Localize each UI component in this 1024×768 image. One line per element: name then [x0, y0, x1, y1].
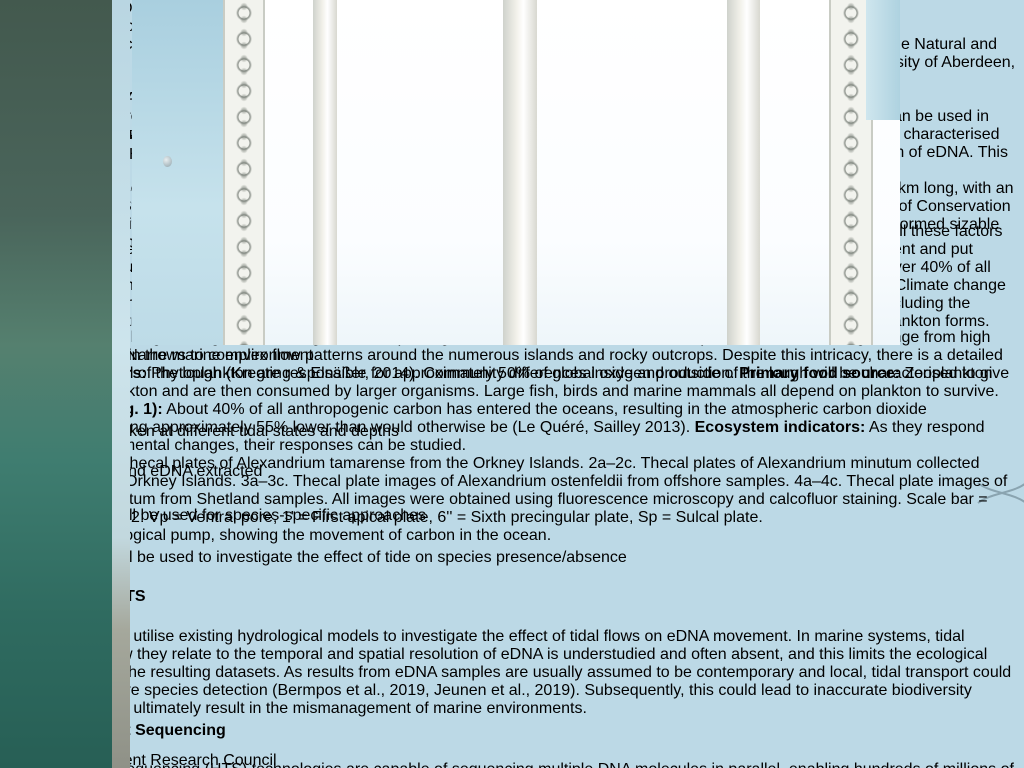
- wall: [132, 0, 228, 345]
- figure2-caption: Figure 2. 1a–1c. Thecal plates of Alexan…: [0, 455, 1008, 527]
- figure1-caption: Figure 1. The biological pump, showing t…: [0, 527, 552, 545]
- hts-heading: High-Throughput Sequencing: [0, 721, 226, 739]
- window-frame: [866, 0, 900, 120]
- method-step: Metabarcoding will be used to investigat…: [0, 549, 627, 566]
- roles-column: Roles of plankton in the marine environm…: [0, 347, 1024, 527]
- hts-text: High throughput sequencing (HTS) technol…: [0, 761, 1024, 768]
- aims-text: This study aims to utilise existing hydr…: [0, 627, 1012, 717]
- metal-pole: [896, 0, 929, 768]
- wall-fixture: [163, 156, 172, 167]
- roles-text: Oxygen producers: Phytoplankton are resp…: [0, 365, 999, 455]
- leaded-glass-panel: [829, 0, 873, 345]
- center-column: Figure 1. The biological pump, showing t…: [0, 527, 1024, 768]
- leaded-glass-panel: [223, 0, 265, 345]
- wall-pillar: [112, 0, 130, 768]
- dna-helix-icon: [977, 482, 1024, 504]
- methods-column: Methods Samples will be taken at differe…: [0, 401, 1024, 718]
- hts-box: High-Throughput Sequencing High throughp…: [0, 722, 1024, 768]
- roles-heading: Roles of plankton in the marine environm…: [0, 347, 314, 365]
- teal-wall: [0, 0, 112, 768]
- window-mullion: [313, 0, 337, 345]
- window-mullion: [503, 0, 537, 345]
- aims-key-points-box: AIMS/ KEY POINTS This study aims to util…: [0, 588, 1024, 717]
- carbon-cycle-diagram: [0, 545, 1024, 700]
- window-mullion: [727, 0, 760, 345]
